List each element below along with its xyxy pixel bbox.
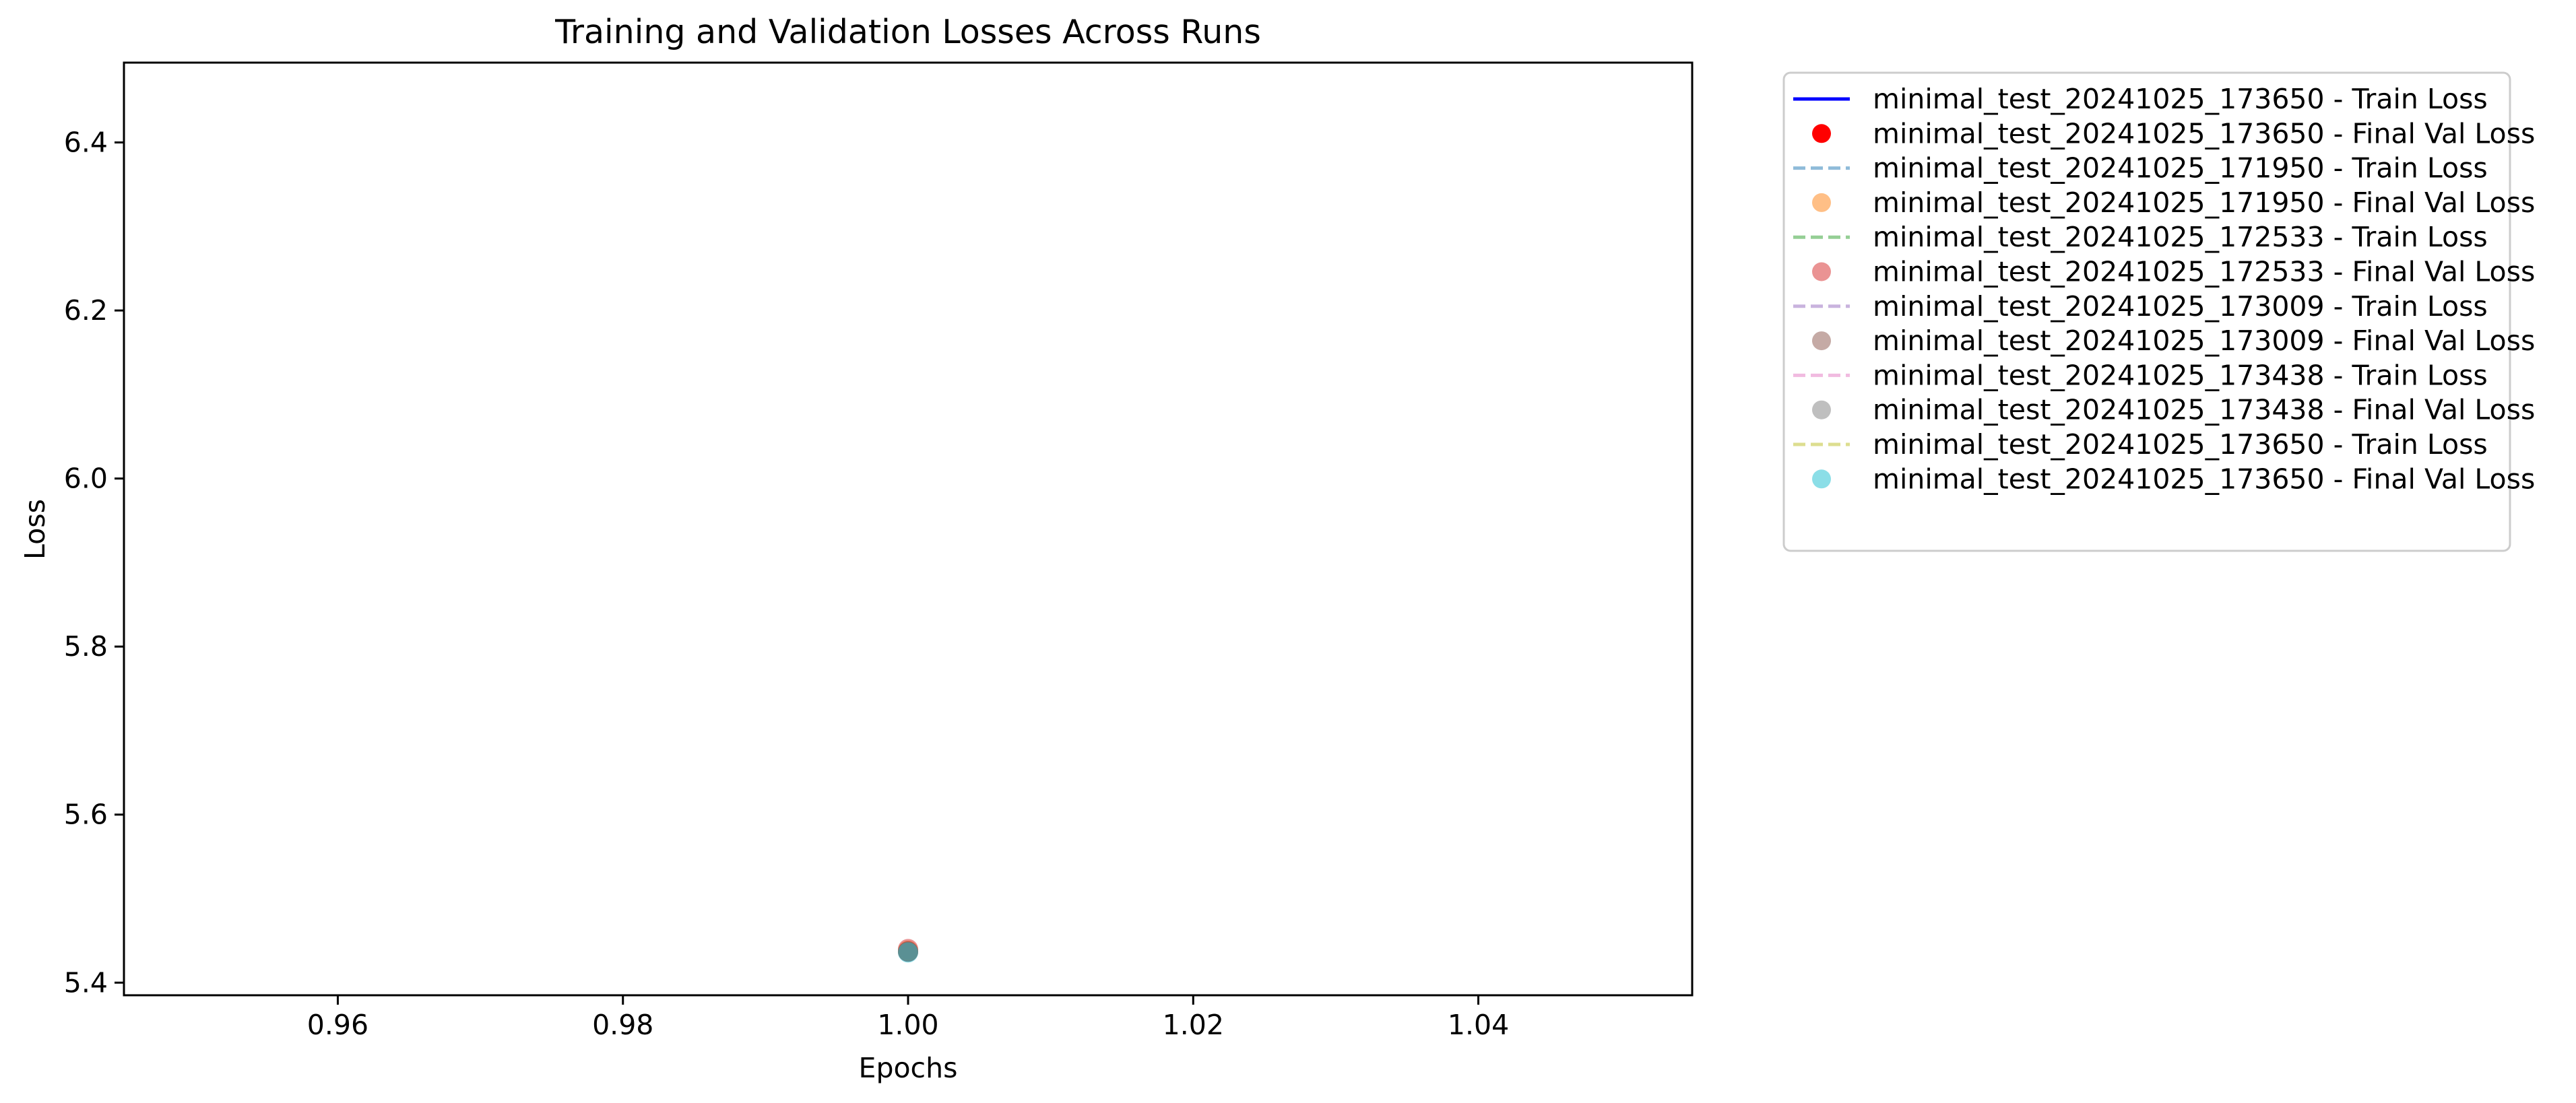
y-tick-label: 6.2 xyxy=(64,294,108,327)
y-tick-label: 6.0 xyxy=(64,463,108,495)
legend-label: minimal_test_20241025_172533 - Train Los… xyxy=(1873,221,2488,253)
x-axis-ticks: 0.96 0.98 1.00 1.02 1.04 xyxy=(307,995,1509,1041)
x-tick-label: 0.96 xyxy=(307,1009,368,1041)
legend-label: minimal_test_20241025_173650 - Train Los… xyxy=(1873,83,2488,115)
legend: minimal_test_20241025_173650 - Train Los… xyxy=(1782,71,2535,552)
legend-label: minimal_test_20241025_173650 - Final Val… xyxy=(1873,463,2535,495)
chart-title: Training and Validation Losses Across Ru… xyxy=(554,13,1261,51)
y-tick-label: 6.4 xyxy=(64,127,108,159)
legend-label: minimal_test_20241025_171950 - Final Val… xyxy=(1873,187,2535,219)
legend-marker-handle xyxy=(1812,193,1831,212)
plot-marks xyxy=(898,939,918,963)
legend-frame xyxy=(1782,71,2511,552)
legend-marker-handle xyxy=(1812,331,1831,351)
y-tick-label: 5.8 xyxy=(64,630,108,663)
legend-entries: minimal_test_20241025_173650 - Train Los… xyxy=(1793,83,2535,495)
legend-marker-handle xyxy=(1812,469,1831,489)
legend-marker-handle xyxy=(1812,124,1831,143)
x-tick-label: 1.02 xyxy=(1163,1009,1224,1041)
y-axis-label: Loss xyxy=(19,499,51,560)
val-loss-point xyxy=(898,942,918,963)
legend-marker-handle xyxy=(1812,400,1831,420)
y-tick-label: 5.4 xyxy=(64,966,108,999)
legend-label: minimal_test_20241025_173009 - Train Los… xyxy=(1873,290,2488,323)
x-tick-label: 0.98 xyxy=(592,1009,653,1041)
x-tick-label: 1.04 xyxy=(1448,1009,1509,1041)
y-axis-ticks: 5.4 5.6 5.8 6.0 6.2 6.4 xyxy=(64,127,124,999)
legend-label: minimal_test_20241025_173009 - Final Val… xyxy=(1873,325,2535,357)
legend-label: minimal_test_20241025_173650 - Train Los… xyxy=(1873,428,2488,461)
legend-label: minimal_test_20241025_173438 - Train Los… xyxy=(1873,359,2488,391)
legend-label: minimal_test_20241025_172533 - Final Val… xyxy=(1873,256,2535,288)
legend-label: minimal_test_20241025_173650 - Final Val… xyxy=(1873,117,2535,149)
legend-label: minimal_test_20241025_173438 - Final Val… xyxy=(1873,394,2535,426)
legend-label: minimal_test_20241025_171950 - Train Los… xyxy=(1873,152,2488,185)
x-axis-label: Epochs xyxy=(859,1052,958,1084)
y-tick-label: 5.6 xyxy=(64,799,108,831)
legend-marker-handle xyxy=(1812,262,1831,281)
x-tick-label: 1.00 xyxy=(877,1009,938,1041)
